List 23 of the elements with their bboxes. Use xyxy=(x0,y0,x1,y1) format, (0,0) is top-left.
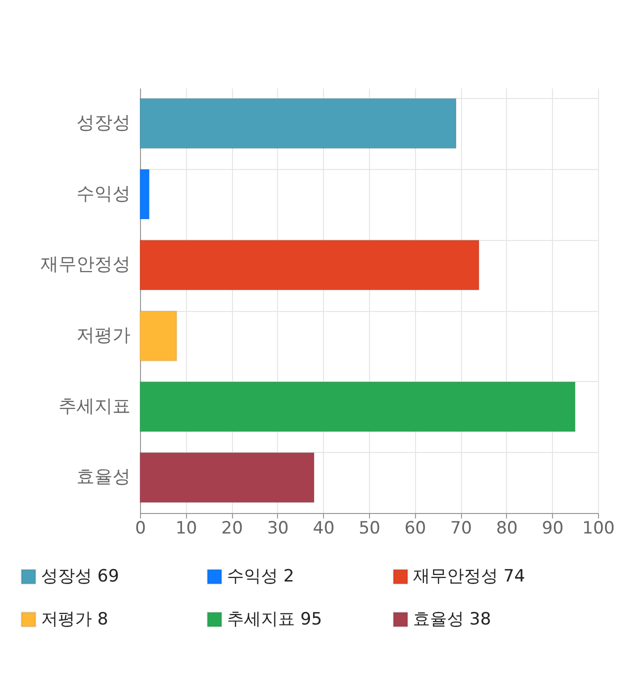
y-tick-label: 효율성 xyxy=(76,466,130,488)
x-tick-label: 0 xyxy=(135,518,146,538)
x-tick-label: 70 xyxy=(450,518,472,538)
x-tick-label: 20 xyxy=(221,518,243,538)
y-tick-label: 재무안정성 xyxy=(40,254,130,276)
legend-label: 추세지표 95 xyxy=(227,610,322,630)
x-tick-label: 60 xyxy=(404,518,426,538)
x-tick-label: 90 xyxy=(542,518,564,538)
legend-label: 재무안정성 74 xyxy=(413,566,526,587)
legend-label: 효율성 38 xyxy=(413,610,492,630)
y-tick-label: 저평가 xyxy=(76,324,130,346)
legend-label: 저평가 8 xyxy=(41,610,108,630)
x-tick-label: 50 xyxy=(358,518,380,538)
x-tick-label: 30 xyxy=(267,518,289,538)
legend-label: 성장성 69 xyxy=(41,566,120,587)
x-tick-label: 10 xyxy=(175,518,198,538)
y-tick-label: 수익성 xyxy=(76,183,130,204)
y-tick-label: 성장성 xyxy=(76,112,130,134)
legend-label: 수익성 2 xyxy=(227,566,294,587)
x-tick-label: 80 xyxy=(496,518,518,538)
x-tick-label: 40 xyxy=(312,518,335,538)
x-tick-label: 100 xyxy=(582,518,615,538)
y-tick-label: 추세지표 xyxy=(58,396,130,417)
